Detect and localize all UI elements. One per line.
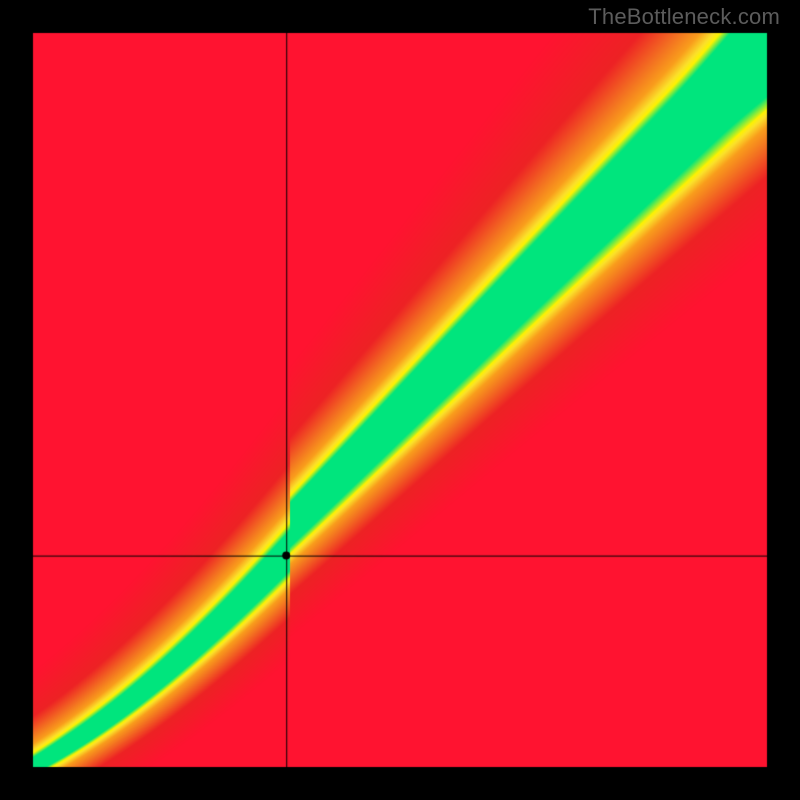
heatmap-canvas: [0, 0, 800, 800]
watermark-text: TheBottleneck.com: [588, 4, 780, 30]
chart-container: TheBottleneck.com: [0, 0, 800, 800]
